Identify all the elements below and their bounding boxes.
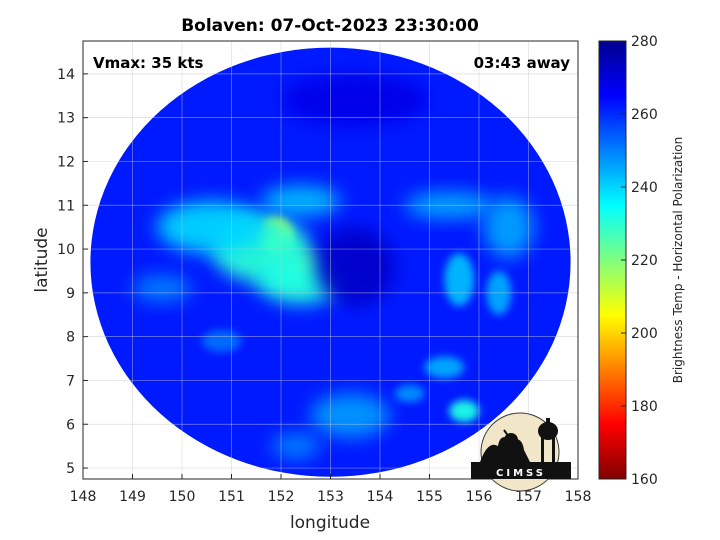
x-axis-ticks: 148 149 150 151 152 153 154 155 156 157 158 (70, 474, 592, 505)
temperature-feature-16 (271, 433, 321, 460)
x-tick-label-3: 151 (218, 489, 245, 505)
temperature-feature-19 (315, 227, 395, 306)
y-tick-label-4: 9 (66, 286, 75, 302)
temperature-feature-6 (157, 200, 267, 254)
x-tick-label-4: 152 (268, 489, 295, 505)
x-tick-label-0: 148 (70, 489, 97, 505)
x-tick-label-2: 150 (169, 489, 196, 505)
y-tick-label-8: 13 (57, 111, 75, 127)
colorbar-tick-label-1: 180 (631, 399, 658, 415)
x-axis-label: longitude (290, 513, 370, 533)
svg-text:CIMSS: CIMSS (496, 468, 546, 479)
colorbar: 160 180 200 220 240 260 280 Brightness Temp - … (598, 34, 685, 488)
colorbar-tick-label-0: 160 (631, 472, 658, 488)
y-tick-label-7: 12 (57, 154, 75, 170)
y-tick-label-0: 5 (66, 461, 75, 477)
temperature-feature-14 (394, 384, 425, 403)
x-tick-label-10: 158 (565, 489, 592, 505)
x-tick-label-9: 157 (515, 489, 542, 505)
x-tick-label-6: 154 (367, 489, 394, 505)
chart-title: Bolaven: 07-Oct-2023 23:30:00 (181, 16, 479, 36)
y-tick-label-1: 6 (66, 417, 75, 433)
y-axis-ticks: 5 6 7 8 9 10 11 12 13 14 (57, 67, 88, 477)
colorbar-label: Brightness Temp - Horizontal Polarizatio… (671, 137, 685, 384)
temperature-feature-18 (201, 330, 242, 352)
cimss-logo: CIMSS (471, 412, 571, 492)
x-tick-label-1: 149 (119, 489, 146, 505)
temperature-feature-17 (132, 275, 192, 302)
y-tick-label-9: 14 (57, 67, 75, 83)
colorbar-tick-label-5: 260 (631, 107, 658, 123)
y-tick-label-6: 11 (57, 198, 75, 214)
temperature-feature-10 (444, 253, 475, 306)
colorbar-tick-label-2: 200 (631, 326, 658, 342)
temperature-feature-12 (449, 400, 479, 423)
temperature-feature-15 (310, 393, 390, 438)
y-tick-label-2: 7 (66, 373, 75, 389)
y-tick-label-3: 8 (66, 330, 75, 346)
colorbar-tick-label-3: 220 (631, 253, 658, 269)
time-away-annotation: 03:43 away (474, 54, 571, 72)
temperature-feature-20 (281, 73, 430, 127)
temperature-feature-7 (261, 185, 341, 217)
colorbar-tick-label-4: 240 (631, 180, 658, 196)
y-axis-label: latitude (32, 227, 52, 292)
colorbar-ticks: 160 180 200 220 240 260 280 (621, 34, 658, 488)
temperature-feature-9 (483, 196, 534, 258)
colorbar-tick-label-6: 280 (631, 34, 658, 50)
x-tick-label-8: 156 (466, 489, 493, 505)
x-tick-label-7: 155 (416, 489, 443, 505)
grid-lines (83, 41, 578, 479)
x-tick-label-5: 153 (317, 489, 344, 505)
y-tick-label-5: 10 (57, 242, 75, 258)
temperature-feature-13 (424, 356, 465, 379)
vmax-annotation: Vmax: 35 kts (93, 54, 203, 72)
